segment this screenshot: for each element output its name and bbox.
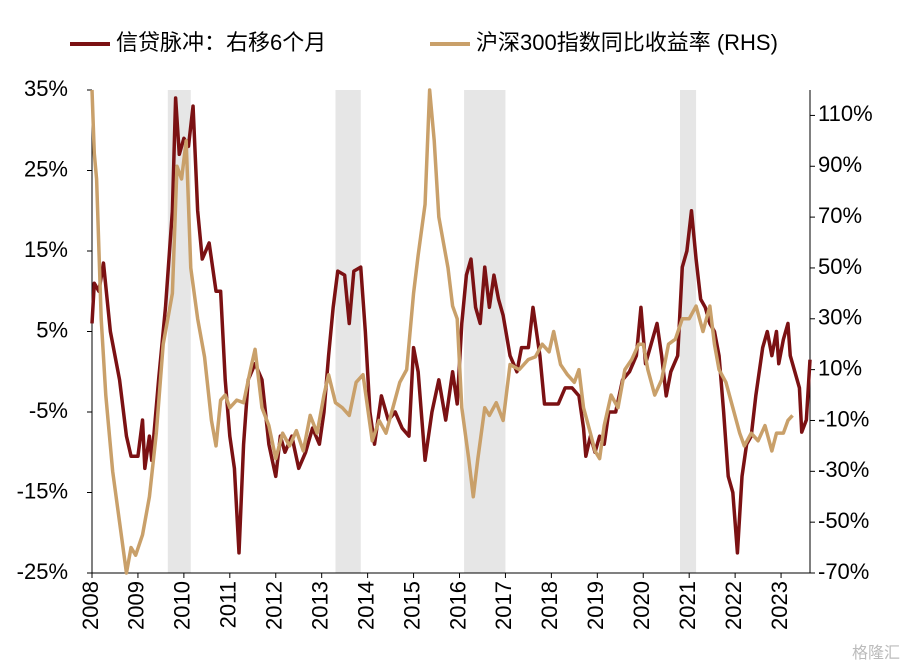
watermark: 格隆汇	[852, 644, 900, 662]
y2-tick-label: -50%	[818, 508, 869, 533]
shaded-period	[335, 90, 361, 573]
x-tick-label: 2009	[124, 581, 149, 630]
y2-tick-label: -30%	[818, 457, 869, 482]
y-tick-label: -15%	[17, 478, 68, 503]
x-tick-label: 2011	[216, 581, 241, 628]
y-tick-label: 5%	[36, 317, 68, 342]
x-tick-label: 2012	[262, 581, 287, 630]
shaded-period	[464, 90, 506, 573]
x-tick-label: 2022	[721, 581, 746, 630]
y2-tick-label: 90%	[818, 152, 862, 177]
y-tick-label: 35%	[24, 76, 68, 101]
x-tick-label: 2016	[445, 581, 470, 630]
x-tick-label: 2008	[78, 581, 103, 630]
y2-tick-label: -70%	[818, 559, 869, 584]
y-tick-label: 25%	[24, 156, 68, 181]
y2-tick-label: 10%	[818, 355, 862, 380]
legend-label: 信贷脉冲：右移6个月	[116, 30, 326, 55]
series-line	[90, 88, 794, 575]
x-tick-label: 2010	[170, 581, 195, 630]
shaded-period	[679, 90, 697, 573]
x-tick-label: 2019	[583, 581, 608, 630]
x-tick-label: 2020	[629, 581, 654, 630]
y-tick-label: -5%	[29, 398, 68, 423]
x-tick-label: 2023	[767, 581, 792, 630]
x-tick-label: 2017	[491, 581, 516, 630]
x-tick-label: 2021	[675, 581, 700, 630]
x-tick-label: 2018	[537, 581, 562, 630]
legend-label: 沪深300指数同比收益率 (RHS)	[476, 30, 778, 55]
y2-tick-label: -10%	[818, 406, 869, 431]
y2-tick-label: 50%	[818, 254, 862, 279]
x-tick-label: 2014	[353, 581, 378, 630]
y2-tick-label: 70%	[818, 203, 862, 228]
y-tick-label: 15%	[24, 237, 68, 262]
x-tick-label: 2015	[399, 581, 424, 630]
y2-tick-label: 110%	[818, 101, 873, 126]
y-tick-label: -25%	[17, 559, 68, 584]
x-tick-label: 2013	[307, 581, 332, 630]
y2-tick-label: 30%	[818, 305, 862, 330]
